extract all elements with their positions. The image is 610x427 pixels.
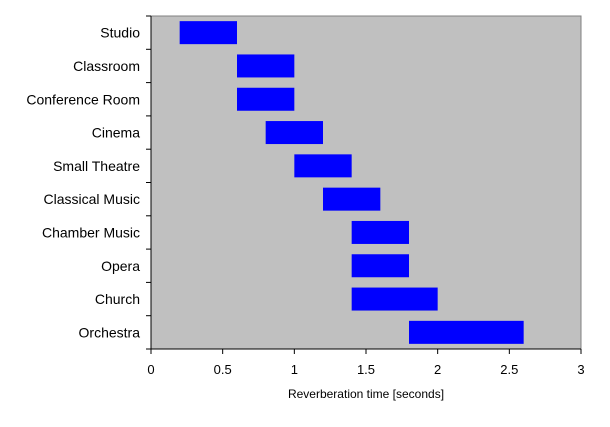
category-label: Small Theatre [53,158,140,174]
bar-opera [351,254,409,278]
bar-classical-music [323,187,381,211]
bar-cinema [265,121,323,145]
category-label: Orchestra [79,324,141,340]
category-label: Classroom [73,58,140,74]
x-tick-label: 1.5 [357,362,375,377]
category-label: Church [95,291,140,307]
category-label: Opera [101,258,140,274]
category-label: Classical Music [44,191,140,207]
x-axis: 0 0.5 1 1.5 2 2.5 3 [147,348,585,377]
bars-group [179,21,524,344]
bar-small-theatre [294,154,352,178]
category-label: Cinema [92,125,140,141]
x-tick-label: 0 [147,362,154,377]
bar-classroom [237,54,295,78]
x-axis-title: Reverberation time [seconds] [288,387,444,401]
y-axis: Studio Classroom Conference Room Cinema Smal… [26,15,152,350]
bar-orchestra [409,320,524,344]
category-label: Chamber Music [42,224,140,240]
bar-studio [179,21,237,45]
x-tick-label: 0.5 [214,362,232,377]
bar-church [351,287,438,311]
bar-chamber-music [351,220,409,244]
category-label: Conference Room [26,91,140,107]
x-tick-label: 2 [434,362,441,377]
bar-conference-room [237,87,295,111]
x-tick-label: 2.5 [500,362,518,377]
x-tick-label: 1 [291,362,298,377]
category-label: Studio [100,25,140,41]
x-tick-label: 3 [577,362,584,377]
